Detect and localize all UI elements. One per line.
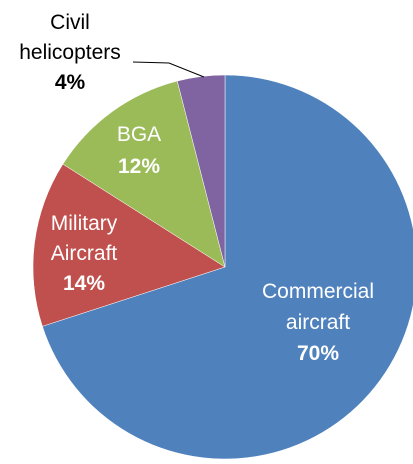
value-label-military-aircraft: 14% [63, 272, 105, 295]
category-label-commercial-aircraft: aircraft [286, 311, 350, 334]
slice-civil-helicopters [176, 74, 226, 268]
slice-military-aircraft [32, 163, 226, 327]
category-label-civil-helicopters: Civil [50, 11, 90, 34]
category-label-civil-helicopters: helicopters [19, 41, 121, 64]
value-label-commercial-aircraft: 70% [297, 342, 339, 365]
category-label-military-aircraft: Military [51, 212, 118, 235]
category-label-commercial-aircraft: Commercial [262, 280, 374, 303]
category-label-bga: BGA [117, 123, 161, 146]
slice-commercial-aircraft [42, 74, 413, 460]
value-label-bga: 12% [118, 155, 160, 178]
slice-bga [62, 80, 226, 268]
category-label-military-aircraft: Aircraft [51, 242, 118, 265]
value-label-civil-helicopters: 4% [55, 71, 86, 94]
leader-line-civil-helicopters [132, 61, 205, 78]
